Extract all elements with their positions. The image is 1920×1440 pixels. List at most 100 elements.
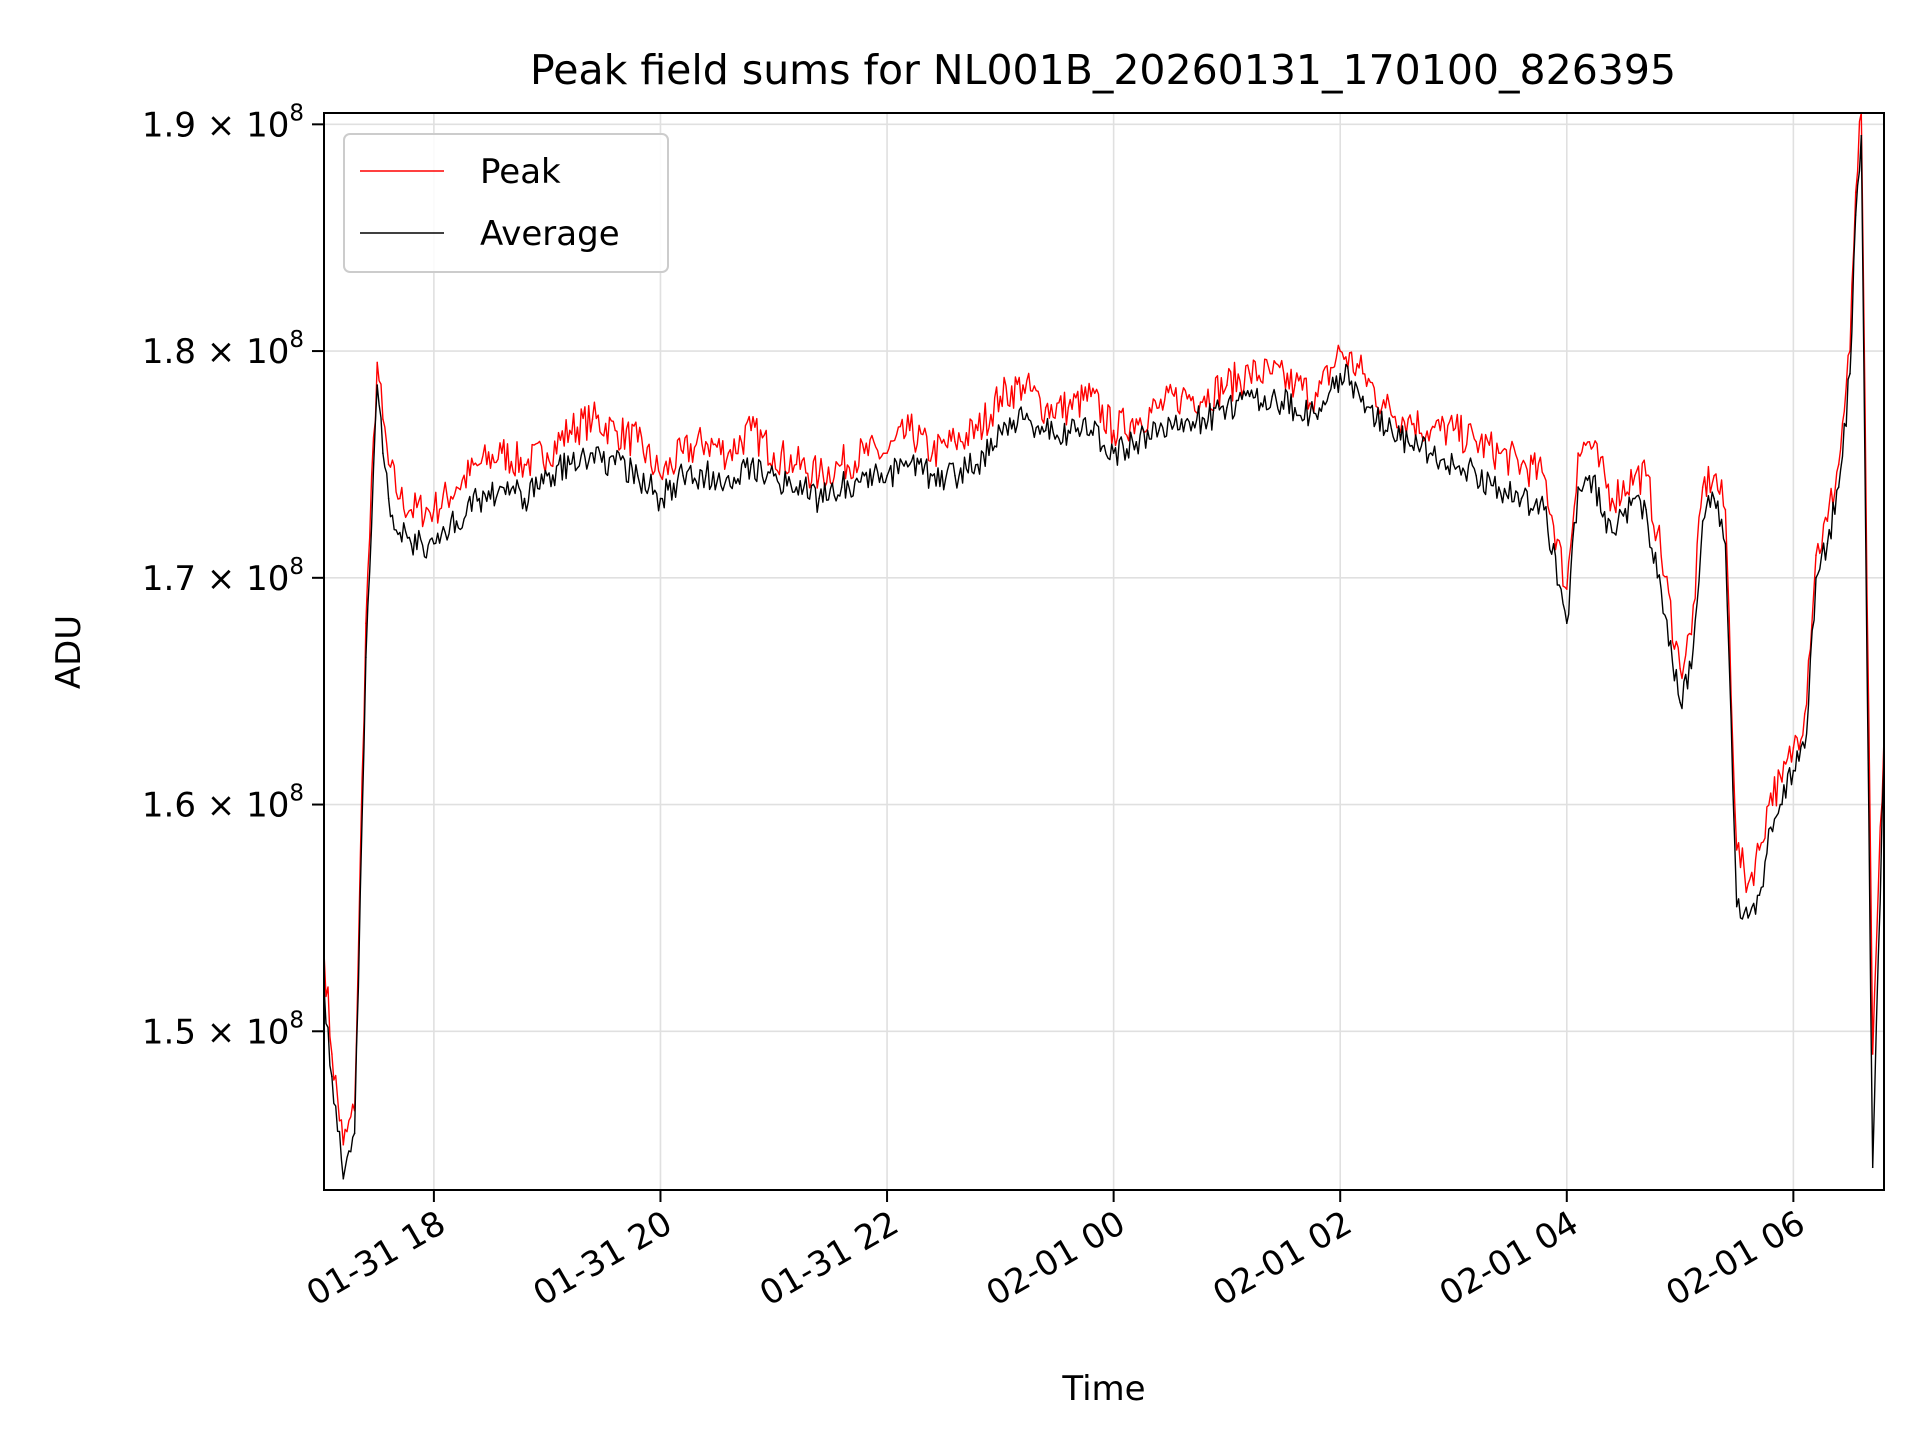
- data-point-average: [863, 475, 866, 477]
- data-point-peak: [1713, 475, 1715, 477]
- data-point-peak: [750, 429, 752, 432]
- data-point-average: [1854, 214, 1857, 216]
- data-point-peak: [682, 452, 684, 454]
- data-point-peak: [1158, 407, 1160, 409]
- data-point-peak: [1803, 713, 1806, 715]
- series-layer: [324, 113, 1884, 1180]
- data-point-average: [1849, 372, 1851, 375]
- data-point-peak: [1656, 531, 1659, 534]
- data-point-average: [727, 475, 730, 477]
- data-point-average: [976, 463, 979, 466]
- series-line-peak: [324, 113, 1884, 1146]
- data-point-peak: [1815, 554, 1817, 556]
- data-point-peak: [908, 429, 911, 432]
- data-point-peak: [399, 497, 401, 500]
- data-point-average: [1792, 769, 1795, 772]
- data-point-average: [1158, 429, 1160, 432]
- data-point-average: [773, 475, 775, 477]
- y-axis-label: ADU: [49, 615, 89, 689]
- y-tick-exponent: 8: [289, 327, 304, 353]
- data-point-average: [931, 475, 934, 477]
- data-point-peak: [1735, 849, 1738, 851]
- data-point-peak: [1271, 372, 1273, 375]
- data-point-peak: [795, 463, 798, 466]
- y-tick-exponent: 8: [289, 1007, 304, 1033]
- data-point-average: [750, 463, 752, 466]
- data-point-peak: [569, 429, 571, 432]
- data-point-average: [1475, 475, 1477, 477]
- data-point-peak: [954, 441, 956, 443]
- data-point-peak: [1690, 633, 1693, 636]
- data-point-peak: [501, 452, 503, 454]
- legend: Peak Average: [343, 133, 669, 273]
- y-tick-times: × 10: [196, 559, 289, 599]
- y-tick-times: × 10: [196, 105, 289, 145]
- data-point-average: [387, 497, 390, 500]
- y-tick-exponent: 8: [289, 554, 304, 580]
- data-point-peak: [1520, 463, 1523, 466]
- y-tick-mantissa: 1.5: [142, 1012, 196, 1052]
- data-point-average: [1248, 395, 1251, 398]
- data-point-peak: [1747, 883, 1749, 885]
- data-point-peak: [931, 452, 934, 454]
- data-point-peak: [1203, 395, 1206, 398]
- data-point-peak: [705, 441, 707, 443]
- data-point-peak: [455, 486, 458, 488]
- data-point-peak: [1067, 407, 1070, 409]
- data-point-average: [353, 1132, 356, 1135]
- data-point-average: [1803, 747, 1806, 749]
- data-point-average: [433, 543, 435, 545]
- data-point-average: [1022, 418, 1024, 420]
- data-point-peak: [840, 463, 843, 466]
- data-point-average: [1067, 429, 1070, 432]
- data-point-peak: [1180, 395, 1183, 398]
- data-point-average: [1430, 452, 1432, 454]
- series-peak: [324, 113, 1884, 1146]
- data-point-average: [1203, 418, 1206, 420]
- data-point-peak: [1871, 1053, 1874, 1055]
- data-point-average: [399, 531, 401, 534]
- data-point-average: [1679, 701, 1681, 704]
- data-point-average: [382, 452, 384, 454]
- data-point-peak: [365, 622, 367, 624]
- data-point-peak: [1588, 441, 1591, 443]
- legend-label-average: Average: [480, 214, 620, 254]
- data-point-average: [1316, 418, 1319, 420]
- y-tick-label: 1.9 × 108: [142, 100, 304, 145]
- y-tick-label: 1.7 × 108: [142, 554, 304, 599]
- data-point-average: [1180, 418, 1183, 420]
- data-point-peak: [1316, 395, 1319, 398]
- data-point-average: [999, 429, 1002, 432]
- y-tick-times: × 10: [196, 1012, 289, 1052]
- data-point-average: [659, 497, 662, 500]
- y-tick-times: × 10: [196, 332, 289, 372]
- data-point-peak: [614, 429, 616, 432]
- data-point-average: [705, 475, 707, 477]
- data-point-average: [1384, 429, 1387, 432]
- y-tick-label: 1.8 × 108: [142, 327, 304, 372]
- y-tick-mantissa: 1.8: [142, 332, 196, 372]
- legend-box: [343, 133, 669, 273]
- data-point-average: [1588, 475, 1591, 477]
- data-point-peak: [478, 463, 481, 466]
- data-point-average: [1713, 497, 1715, 500]
- data-point-average: [1815, 577, 1817, 579]
- data-point-peak: [1792, 747, 1795, 749]
- data-point-average: [1226, 407, 1228, 409]
- data-point-average: [1566, 622, 1568, 624]
- chart-title: Peak field sums for NL001B_20260131_1701…: [530, 46, 1676, 94]
- data-point-average: [1577, 486, 1579, 488]
- data-point-average: [795, 486, 798, 488]
- data-point-peak: [1854, 191, 1857, 194]
- data-point-average: [614, 463, 616, 466]
- data-point-average: [1271, 395, 1273, 398]
- data-point-peak: [433, 509, 435, 511]
- data-point-average: [1044, 429, 1047, 432]
- data-point-peak: [976, 429, 979, 432]
- data-point-peak: [1837, 463, 1840, 466]
- data-point-average: [1701, 520, 1704, 522]
- data-point-peak: [637, 441, 639, 443]
- y-tick-exponent: 8: [289, 781, 304, 807]
- data-point-peak: [1339, 350, 1341, 352]
